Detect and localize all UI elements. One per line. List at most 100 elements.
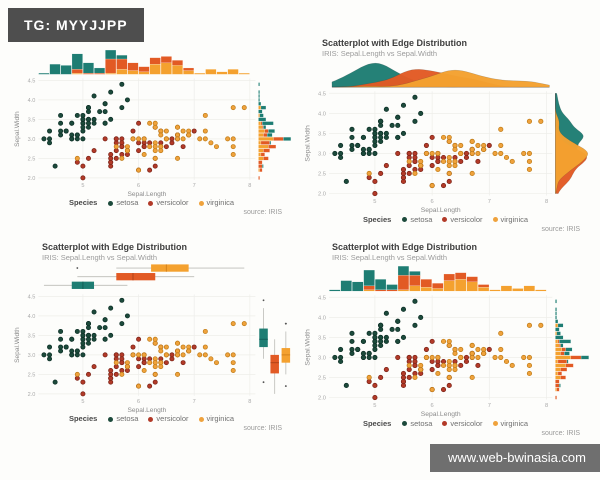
data-point-setosa bbox=[91, 93, 97, 99]
data-point-versicolor bbox=[406, 150, 412, 156]
data-point-setosa bbox=[412, 322, 418, 328]
data-point-setosa bbox=[383, 338, 389, 344]
virginica-dot-icon bbox=[198, 416, 204, 422]
right-histogram-bar bbox=[555, 299, 557, 304]
data-point-versicolor bbox=[80, 175, 86, 181]
box-outlier bbox=[284, 322, 287, 325]
data-point-versicolor bbox=[372, 178, 378, 185]
data-point-setosa bbox=[355, 142, 361, 148]
data-point-virginica bbox=[406, 362, 412, 369]
legend-item-virginica: virginica bbox=[492, 419, 528, 428]
data-point-versicolor bbox=[372, 382, 378, 389]
data-point-setosa bbox=[80, 332, 86, 338]
data-point-virginica bbox=[230, 321, 236, 327]
right-histogram-bar bbox=[560, 375, 566, 380]
top-histogram-bar bbox=[105, 72, 117, 75]
data-point-setosa bbox=[372, 130, 378, 136]
data-point-virginica bbox=[469, 150, 475, 156]
legend-item-versicolor: versicolor bbox=[148, 198, 189, 207]
right-histogram-bar bbox=[557, 339, 560, 344]
data-point-virginica bbox=[130, 352, 136, 358]
scatter-chart-histogram-margins: 5 6 7 8 2.0 2.5 3.0 3.5 4.0 4.5 Sepal.Length Sepal.… bbox=[304, 265, 589, 418]
legend-item-virginica: virginica bbox=[198, 414, 234, 423]
data-point-virginica bbox=[406, 158, 412, 165]
data-point-setosa bbox=[80, 352, 86, 358]
data-point-setosa bbox=[389, 326, 395, 332]
axis-text: 4.5 bbox=[28, 78, 36, 84]
top-histogram-bar bbox=[363, 285, 375, 290]
top-histogram-bar bbox=[535, 289, 547, 292]
right-histogram-bar bbox=[555, 387, 557, 392]
right-histogram-bar bbox=[556, 387, 560, 392]
data-point-setosa bbox=[119, 81, 125, 87]
data-point-setosa bbox=[395, 338, 401, 344]
panel-bottom-left: Scatterplot with Edge Distribution IRIS:… bbox=[12, 242, 296, 432]
data-point-virginica bbox=[208, 140, 214, 146]
data-point-setosa bbox=[360, 354, 366, 360]
data-point-virginica bbox=[440, 338, 447, 344]
top-histogram-bar bbox=[116, 58, 128, 70]
data-point-setosa bbox=[69, 136, 75, 142]
data-point-versicolor bbox=[169, 352, 175, 358]
top-histogram-bar bbox=[60, 65, 72, 75]
right-histogram-bar bbox=[260, 152, 265, 157]
axis-text: 8 bbox=[545, 403, 548, 409]
panel-subtitle: IRIS: Sepal.Length vs Sepal.Width bbox=[42, 253, 158, 262]
legend-item-setosa: setosa bbox=[402, 419, 432, 428]
data-point-setosa bbox=[69, 336, 75, 342]
axis-text: 7 bbox=[193, 183, 196, 189]
legend-label-virginica: virginica bbox=[500, 214, 529, 224]
data-point-virginica bbox=[136, 383, 142, 389]
right-histogram-bar bbox=[560, 367, 568, 372]
versicolor-dot-icon bbox=[442, 217, 448, 223]
top-histogram-bar bbox=[489, 289, 501, 292]
top-histogram-bar bbox=[216, 71, 228, 75]
panel-title: Scatterplot with Edge Distribution bbox=[332, 242, 478, 252]
axis-text: 4.0 bbox=[318, 315, 326, 321]
data-point-setosa bbox=[85, 120, 91, 126]
legend: Species setosa versicolor virginica bbox=[12, 414, 296, 424]
panel-top-left: 5 6 7 8 2.0 2.5 3.0 3.5 4.0 4.5 Sepal.Length Sepal.… bbox=[12, 46, 296, 216]
data-point-virginica bbox=[152, 120, 158, 126]
data-point-setosa bbox=[102, 317, 108, 323]
right-histogram-bar bbox=[559, 343, 561, 348]
right-histogram-bar bbox=[258, 121, 262, 126]
data-point-versicolor bbox=[136, 148, 142, 154]
top-histogram-bar bbox=[183, 67, 195, 71]
data-point-versicolor bbox=[400, 166, 407, 173]
data-point-virginica bbox=[180, 352, 186, 358]
right-histogram-bar bbox=[555, 315, 557, 320]
data-point-virginica bbox=[124, 364, 130, 370]
data-point-virginica bbox=[452, 158, 458, 165]
axis-text: 2.5 bbox=[28, 372, 36, 378]
right-histogram-bar bbox=[258, 90, 260, 94]
right-histogram-bar bbox=[258, 98, 260, 102]
data-point-setosa bbox=[58, 120, 64, 126]
box-versicolor bbox=[116, 273, 156, 281]
data-point-versicolor bbox=[406, 374, 412, 381]
data-point-virginica bbox=[208, 356, 214, 362]
data-point-virginica bbox=[498, 346, 504, 352]
top-histogram-bar bbox=[227, 69, 239, 75]
data-point-virginica bbox=[435, 150, 441, 156]
data-point-versicolor bbox=[91, 364, 97, 370]
data-point-virginica bbox=[119, 371, 125, 377]
data-point-setosa bbox=[74, 112, 80, 118]
data-point-versicolor bbox=[406, 170, 412, 177]
data-point-virginica bbox=[230, 360, 236, 366]
right-histogram-bar bbox=[565, 347, 573, 352]
data-point-setosa bbox=[338, 150, 344, 156]
data-point-setosa bbox=[338, 354, 344, 360]
data-point-setosa bbox=[119, 321, 125, 327]
panel-subtitle: IRIS: Sepal.Length vs Sepal.Width bbox=[322, 49, 438, 58]
data-point-versicolor bbox=[85, 371, 91, 377]
top-histogram-bar bbox=[466, 276, 478, 282]
data-point-virginica bbox=[469, 138, 475, 144]
top-histogram-bar bbox=[94, 72, 105, 75]
x-axis-label: Sepal.Length bbox=[128, 191, 167, 198]
right-histogram-bar bbox=[555, 339, 559, 344]
data-point-setosa bbox=[102, 109, 108, 115]
source-caption: source: IRIS bbox=[541, 225, 580, 233]
right-histogram-bar bbox=[555, 319, 559, 324]
versicolor-dot-icon bbox=[148, 416, 154, 422]
